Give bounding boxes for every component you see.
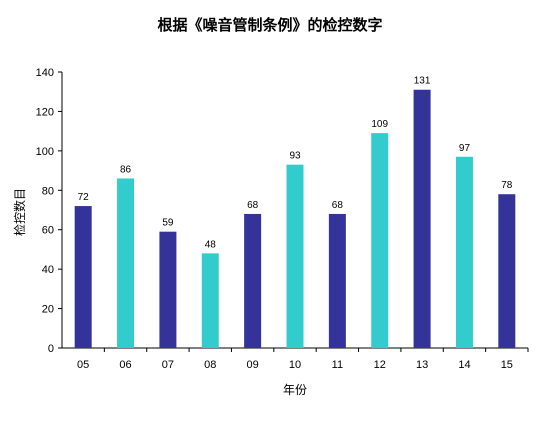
bar-11 [328, 213, 346, 348]
data-label-10: 93 [289, 151, 301, 162]
x-tick-label-08: 08 [204, 359, 216, 371]
x-tick-label-05: 05 [77, 359, 89, 371]
bar-08 [201, 253, 219, 348]
data-label-06: 86 [120, 164, 132, 175]
data-label-07: 59 [162, 218, 174, 229]
x-tick-label-13: 13 [416, 359, 428, 371]
y-tick-label-100: 100 [36, 146, 54, 158]
x-tick-label-06: 06 [119, 359, 131, 371]
y-tick-label-120: 120 [36, 106, 54, 118]
x-tick-label-09: 09 [247, 359, 259, 371]
data-label-11: 68 [332, 200, 344, 211]
bar-05 [74, 206, 92, 348]
bar-06 [117, 178, 135, 348]
x-tick-label-14: 14 [458, 359, 470, 371]
x-tick-label-15: 15 [501, 359, 513, 371]
data-label-14: 97 [459, 143, 471, 154]
data-label-08: 48 [205, 239, 217, 250]
bar-12 [371, 133, 389, 348]
x-tick-label-07: 07 [162, 359, 174, 371]
bar-13 [413, 89, 431, 348]
bar-14 [455, 156, 473, 348]
x-axis-title: 年份 [283, 383, 307, 397]
data-label-09: 68 [247, 200, 259, 211]
y-tick-label-40: 40 [42, 264, 54, 276]
data-label-05: 72 [78, 192, 90, 203]
bar-07 [159, 231, 177, 348]
y-tick-label-140: 140 [36, 67, 54, 79]
chart-title: 根据《噪音管制条例》的检控数字 [157, 16, 383, 34]
bar-10 [286, 164, 304, 348]
y-axis-title: 检控数目 [12, 188, 27, 236]
data-label-15: 78 [501, 180, 513, 191]
data-label-12: 109 [371, 119, 388, 130]
y-tick-label-80: 80 [42, 185, 54, 197]
bar-09 [244, 213, 262, 348]
x-tick-label-12: 12 [374, 359, 386, 371]
x-tick-label-10: 10 [289, 359, 301, 371]
y-tick-label-0: 0 [48, 343, 54, 355]
y-tick-label-60: 60 [42, 225, 54, 237]
x-tick-label-11: 11 [332, 359, 343, 371]
bar-15 [498, 194, 516, 348]
y-tick-label-20: 20 [42, 304, 54, 316]
data-label-13: 131 [414, 76, 431, 87]
